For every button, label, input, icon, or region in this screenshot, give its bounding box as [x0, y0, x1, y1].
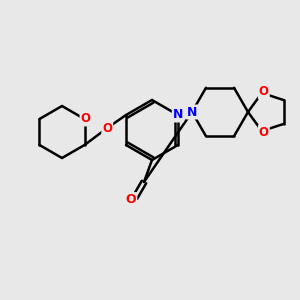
Text: O: O	[126, 193, 136, 206]
Text: O: O	[80, 112, 91, 125]
Text: N: N	[173, 109, 183, 122]
Text: O: O	[259, 125, 269, 139]
Text: O: O	[102, 122, 112, 134]
Text: N: N	[187, 106, 197, 118]
Text: O: O	[259, 85, 269, 98]
